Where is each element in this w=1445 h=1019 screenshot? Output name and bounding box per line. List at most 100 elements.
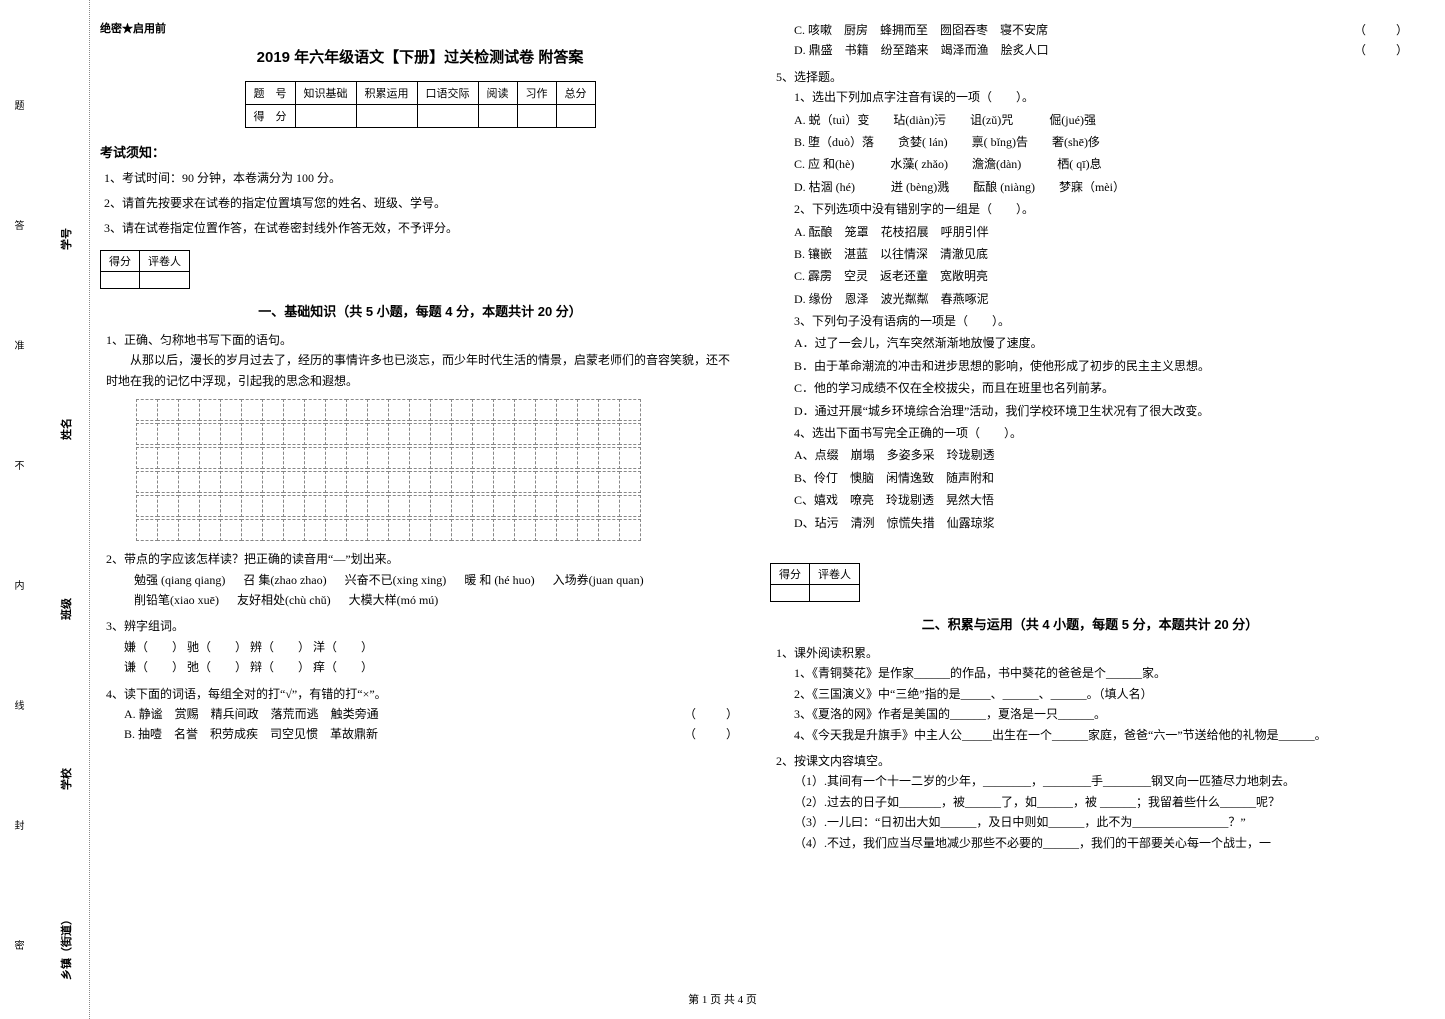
binding-dot-1: 封 <box>10 820 25 830</box>
q4-rowC[interactable]: C. 咳嗽 厨房 蜂拥而至 囫囵吞枣 寝不安席 （ ） <box>794 20 1410 40</box>
p2-q2-l3[interactable]: （3）.一儿曰：“日初出大如______，及日中则如______，此不为____… <box>794 812 1410 832</box>
q5-3-opts: A．过了一会儿，汽车突然渐渐地放慢了速度。 B．由于革命潮流的冲击和进步思想的影… <box>794 333 1410 421</box>
q4-b-words: 抽噎 名誉 积劳成疾 司空见惯 革故鼎新 <box>138 727 378 741</box>
q5-1-b[interactable]: B. 堕（duò）落 贪婪( lán) 禀( bǐng)告 奢(shē)侈 <box>794 132 1410 152</box>
q5-1-opts: A. 蜕（tuì）变 玷(diàn)污 诅(zǔ)咒 倔(jué)强 B. 堕（… <box>794 110 1410 198</box>
binding-dot-0: 密 <box>10 940 25 950</box>
q4-rowB[interactable]: B. 抽噎 名誉 积劳成疾 司空见惯 革故鼎新 （ ） <box>124 724 740 744</box>
sb1-v2[interactable] <box>140 272 190 289</box>
right-column: C. 咳嗽 厨房 蜂拥而至 囫囵吞枣 寝不安席 （ ） D. 鼎盛 书籍 纷至踏… <box>770 20 1410 859</box>
q2-i2[interactable]: 兴奋不已(xing xing) <box>345 570 447 590</box>
q5-1-c[interactable]: C. 应 和(hè) 水藻( zhǎo) 澹澹(dàn) 栖( qī)息 <box>794 154 1410 174</box>
q5-4-b[interactable]: B、伶仃 懊脑 闲情逸致 随声附和 <box>794 468 1410 488</box>
q5-1-a[interactable]: A. 蜕（tuì）变 玷(diàn)污 诅(zǔ)咒 倔(jué)强 <box>794 110 1410 130</box>
q5-2-d[interactable]: D. 缘份 恩泽 波光粼粼 春燕啄泥 <box>794 289 1410 309</box>
q5-3-stem: 3、下列句子没有语病的一项是（ ）。 <box>794 311 1410 331</box>
q2-i0[interactable]: 勉强 (qiang qiang) <box>134 570 225 590</box>
q4-rowA[interactable]: A. 静谧 赏赐 精兵间政 落荒而逃 触类旁通 （ ） <box>124 704 740 724</box>
binding-strip: 乡镇（街道） 学校 班级 姓名 学号 密 封 线 内 不 准 答 题 <box>0 0 90 1019</box>
part2-title: 二、积累与运用（共 4 小题，每题 5 分，本题共计 20 分） <box>770 614 1410 633</box>
p2-q1-l3[interactable]: 3、《夏洛的网》作者是美国的______，夏洛是一只______。 <box>794 704 1410 724</box>
sc-h-2: 积累运用 <box>356 82 417 105</box>
p2-q2-l4[interactable]: （4）.不过，我们应当尽量地减少那些不必要的______，我们的干部要关心每一个… <box>794 833 1410 853</box>
page-footer: 第 1 页 共 4 页 <box>0 991 1445 1007</box>
q5-4-c[interactable]: C、嬉戏 嘹亮 玲珑剔透 晃然大悟 <box>794 490 1410 510</box>
binding-field-name[interactable]: 姓名 <box>58 418 74 440</box>
q5-3-b[interactable]: B．由于革命潮流的冲击和进步思想的影响，使他形成了初步的民主主义思想。 <box>794 356 1410 376</box>
left-column: 绝密★启用前 2019 年六年级语文【下册】过关检测试卷 附答案 题 号 知识基… <box>100 20 740 859</box>
sc-v-4[interactable] <box>478 105 517 128</box>
part1-scorebox: 得分 评卷人 <box>100 250 190 289</box>
p2-q1-l4[interactable]: 4、《今天我是升旗手》中主人公_____出生在一个______家庭，爸爸“六一”… <box>794 725 1410 745</box>
notice-1: 1、考试时间：90 分钟，本卷满分为 100 分。 <box>104 169 740 186</box>
q3-r2-2: 辩（ ） <box>250 660 310 674</box>
q4-c-lbl: C. <box>794 23 805 37</box>
sc-h-1: 知识基础 <box>295 82 356 105</box>
q2-i4[interactable]: 入场券(juan quan) <box>553 570 644 590</box>
q2-i3[interactable]: 暖 和 (hé huo) <box>464 570 534 590</box>
q5-4-a[interactable]: A、点缀 崩塌 多姿多采 玲珑剔透 <box>794 445 1410 465</box>
q2-i6[interactable]: 友好相处(chù chǔ) <box>237 590 331 610</box>
p2-q2-l1[interactable]: （1）.其间有一个十一二岁的少年，________，________手_____… <box>794 771 1410 791</box>
q5-3-c[interactable]: C．他的学习成绩不仅在全校拔尖，而且在班里也名列前茅。 <box>794 378 1410 398</box>
sc-v-2[interactable] <box>356 105 417 128</box>
q5-1-stem: 1、选出下列加点字注音有误的一项（ ）。 <box>794 87 1410 107</box>
q5-2-a[interactable]: A. 酝酿 笼罩 花枝招展 呼朋引伴 <box>794 222 1410 242</box>
sc-v-3[interactable] <box>417 105 478 128</box>
score-row-header: 题 号 知识基础 积累运用 口语交际 阅读 习作 总分 <box>245 82 595 105</box>
sc-v-1[interactable] <box>295 105 356 128</box>
q4-d-words: 鼎盛 书籍 纷至踏来 竭泽而渔 脍炙人口 <box>809 43 1049 57</box>
score-table: 题 号 知识基础 积累运用 口语交际 阅读 习作 总分 得 分 <box>245 81 596 128</box>
sb2-v2[interactable] <box>810 584 860 601</box>
q5-2-c[interactable]: C. 霹雳 空灵 返老还童 宽敞明亮 <box>794 266 1410 286</box>
sb1-c2: 评卷人 <box>140 251 190 272</box>
binding-dot-6: 答 <box>10 220 25 230</box>
sc-v-6[interactable] <box>556 105 595 128</box>
sb2-c1: 得分 <box>771 563 810 584</box>
p2-q2-l2[interactable]: （2）.过去的日子如_______，被______了，如______，被 ___… <box>794 792 1410 812</box>
sc-v-5[interactable] <box>517 105 556 128</box>
notice-heading: 考试须知： <box>100 142 740 161</box>
p2-q2: 2、按课文内容填空。 （1）.其间有一个十一二岁的少年，________，___… <box>776 751 1410 853</box>
binding-field-id[interactable]: 学号 <box>58 228 74 250</box>
p2-q1-stem: 1、课外阅读积累。 <box>776 643 1410 663</box>
q5-1-d[interactable]: D. 枯涸 (hé) 迸 (bèng)溅 酝酿 (niàng) 梦寐（mèi） <box>794 177 1410 197</box>
q1-stem: 1、正确、匀称地书写下面的语句。 <box>106 330 740 350</box>
q4-d-paren: （ ） <box>1354 40 1410 60</box>
binding-field-class[interactable]: 班级 <box>58 598 74 620</box>
sc-v-label: 得 分 <box>245 105 295 128</box>
part1-title: 一、基础知识（共 5 小题，每题 4 分，本题共计 20 分） <box>100 301 740 320</box>
binding-field-school[interactable]: 学校 <box>58 768 74 790</box>
sb1-c1: 得分 <box>101 251 140 272</box>
q3: 3、辨字组词。 嫌（ ） 驰（ ） 辨（ ） 洋（ ） 谦（ ） 弛（ ） 辩（… <box>106 616 740 677</box>
q3-row1[interactable]: 嫌（ ） 驰（ ） 辨（ ） 洋（ ） <box>124 637 740 657</box>
q4-rowD[interactable]: D. 鼎盛 书籍 纷至踏来 竭泽而渔 脍炙人口 （ ） <box>794 40 1410 60</box>
q5-3-a[interactable]: A．过了一会儿，汽车突然渐渐地放慢了速度。 <box>794 333 1410 353</box>
q2-stem: 2、带点的字应该怎样读？把正确的读音用“—”划出来。 <box>106 549 740 569</box>
q2-i1[interactable]: 召 集(zhao zhao) <box>243 570 326 590</box>
p2-q1-l1[interactable]: 1、《青铜葵花》是作家______的作品，书中葵花的爸爸是个______家。 <box>794 663 1410 683</box>
p2-q1-l2[interactable]: 2、《三国演义》中“三绝”指的是_____、______、______。（填人名… <box>794 684 1410 704</box>
q5-4-d[interactable]: D、玷污 清洌 惊慌失措 仙露琼浆 <box>794 513 1410 533</box>
q4-c-paren: （ ） <box>1354 20 1410 40</box>
q2-i5[interactable]: 削铅笔(xiao xuē) <box>134 590 219 610</box>
q2-i7[interactable]: 大模大样(mó mú) <box>349 590 439 610</box>
sb2-v1[interactable] <box>771 584 810 601</box>
q3-r2-0: 谦（ ） <box>124 660 184 674</box>
sc-h-3: 口语交际 <box>417 82 478 105</box>
q4-a-lbl: A. <box>124 707 136 721</box>
exam-title: 2019 年六年级语文【下册】过关检测试卷 附答案 <box>100 46 740 67</box>
q4-cont: C. 咳嗽 厨房 蜂拥而至 囫囵吞枣 寝不安席 （ ） D. 鼎盛 书籍 纷至踏… <box>776 20 1410 61</box>
q5-4-stem: 4、选出下面书写完全正确的一项（ ）。 <box>794 423 1410 443</box>
sb1-v1[interactable] <box>101 272 140 289</box>
sc-h-0: 题 号 <box>245 82 295 105</box>
q5-2-opts: A. 酝酿 笼罩 花枝招展 呼朋引伴 B. 镶嵌 湛蓝 以往情深 清澈见底 C.… <box>794 222 1410 310</box>
writing-grid[interactable] <box>136 399 740 541</box>
binding-dot-4: 不 <box>10 460 25 470</box>
q5-2-b[interactable]: B. 镶嵌 湛蓝 以往情深 清澈见底 <box>794 244 1410 264</box>
binding-field-township[interactable]: 乡镇（街道） <box>58 914 74 980</box>
q4-a-paren: （ ） <box>684 704 740 724</box>
q3-r1-3: 洋（ ） <box>313 640 373 654</box>
q5-3-d[interactable]: D．通过开展“城乡环境综合治理”活动，我们学校环境卫生状况有了很大改变。 <box>794 401 1410 421</box>
q3-row2[interactable]: 谦（ ） 弛（ ） 辩（ ） 痒（ ） <box>124 657 740 677</box>
